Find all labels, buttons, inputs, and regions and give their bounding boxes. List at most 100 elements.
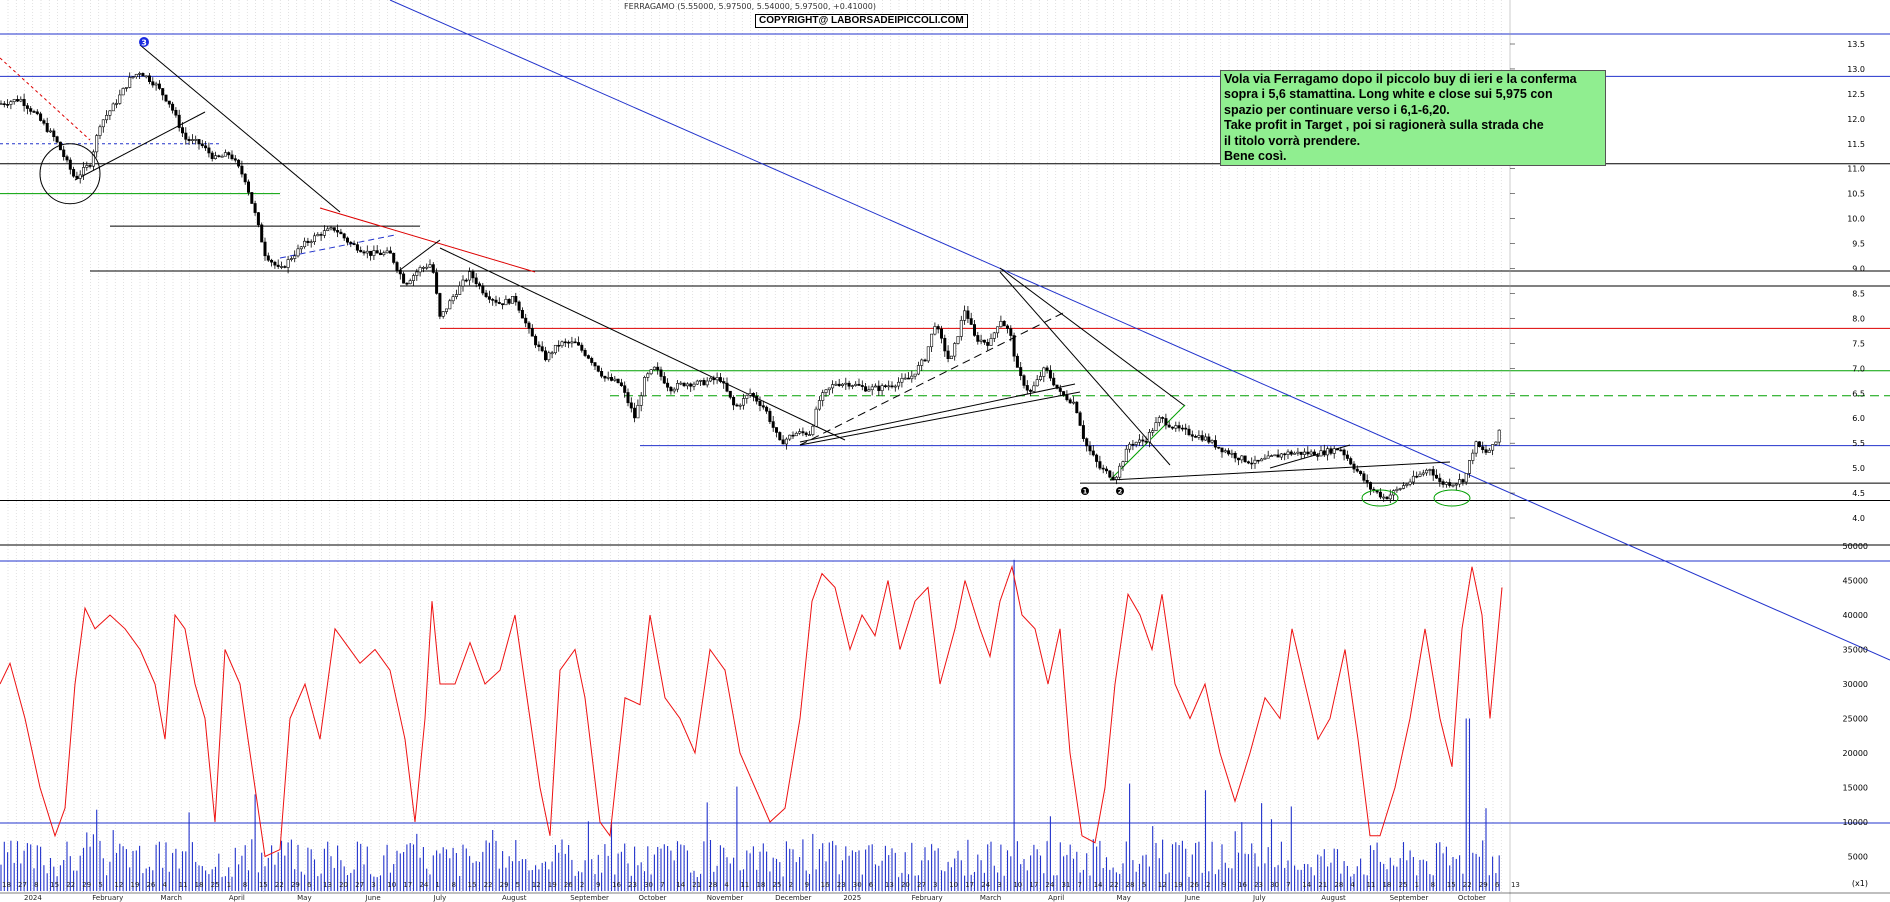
candle-down: [603, 375, 607, 379]
candle-down: [600, 371, 604, 377]
note-line: Vola via Ferragamo dopo il piccolo buy d…: [1224, 72, 1577, 86]
candle-down: [263, 241, 267, 257]
candle-down: [1435, 474, 1439, 479]
trendline: [399, 239, 441, 271]
x-day-label: 30: [853, 881, 862, 889]
candle-down: [1336, 448, 1340, 451]
candle-down: [464, 279, 468, 282]
x-day-label: 6: [1495, 881, 1500, 889]
x-day-label: 8: [243, 881, 247, 889]
candle-down: [563, 341, 567, 344]
candle-up: [897, 381, 901, 387]
candle-up: [289, 258, 293, 260]
candle-down: [517, 301, 521, 311]
candle-up: [642, 377, 646, 397]
candle-down: [362, 251, 366, 254]
marker-top-badge: [139, 37, 149, 47]
x-day-label: 19: [1174, 881, 1183, 889]
candle-up: [1174, 425, 1178, 429]
candle-up: [1253, 459, 1257, 464]
candle-down: [1283, 453, 1287, 456]
candle-down: [204, 145, 208, 149]
x-day-label: 5: [98, 881, 102, 889]
candle-up: [1210, 440, 1214, 443]
x-day-label: 30: [1270, 881, 1279, 889]
candle-up: [900, 378, 904, 383]
volume-tick-label: 25000: [1843, 715, 1868, 724]
candle-down: [227, 152, 231, 156]
candle-down: [1002, 321, 1006, 327]
price-tick-label: 6.0: [1852, 414, 1865, 423]
x-day-label: 8: [451, 881, 455, 889]
candle-down: [1484, 449, 1488, 453]
candle-down: [1022, 375, 1026, 386]
candle-up: [48, 130, 52, 133]
candle-down: [174, 109, 178, 116]
candle-down: [1431, 469, 1435, 476]
candle-down: [656, 366, 660, 371]
x-day-label: 8: [1431, 881, 1435, 889]
x-day-label: 2: [789, 881, 793, 889]
candle-up: [1398, 488, 1402, 490]
candle-down: [520, 309, 524, 319]
candle-up: [916, 365, 920, 375]
candle-down: [1009, 328, 1013, 336]
x-day-label: 7: [1286, 881, 1290, 889]
candle-down: [319, 234, 323, 236]
candle-down: [62, 149, 66, 157]
candle-down: [1075, 401, 1079, 414]
candle-down: [567, 341, 571, 344]
x-month-label: September: [1390, 894, 1429, 902]
candle-down: [1078, 412, 1082, 426]
candle-up: [788, 434, 792, 440]
candle-down: [1095, 454, 1099, 462]
candle-down: [524, 317, 528, 324]
candle-down: [52, 130, 56, 137]
candle-down: [735, 404, 739, 407]
x-day-label: 23: [837, 881, 846, 889]
x-day-label: 5: [516, 881, 520, 889]
candle-up: [1425, 469, 1429, 474]
x-day-label: 18: [2, 881, 11, 889]
candle-up: [105, 115, 109, 121]
candle-down: [619, 382, 623, 387]
candle-down: [306, 240, 310, 243]
candle-up: [91, 151, 95, 167]
candle-down: [1048, 369, 1052, 379]
candle-down: [778, 432, 782, 441]
x-day-label: 29: [291, 881, 300, 889]
candle-up: [190, 139, 194, 141]
candle-down: [1045, 367, 1049, 371]
candle-down: [181, 127, 185, 134]
candle-up: [807, 434, 811, 436]
candle-up: [926, 346, 930, 362]
x-day-label: 10: [387, 881, 396, 889]
note-line: sopra i 5,6 stamattina. Long white e clo…: [1224, 87, 1553, 102]
candle-down: [32, 111, 36, 113]
candle-up: [85, 165, 89, 168]
candle-down: [712, 377, 716, 381]
candle-up: [385, 250, 389, 254]
candle-down: [200, 143, 204, 147]
candle-up: [821, 392, 825, 401]
x-day-label: 22: [484, 881, 493, 889]
copyright-label: COPYRIGHT@ LABORSADEIPICCOLI.COM: [755, 14, 968, 28]
candle-down: [1194, 435, 1198, 438]
x-day-label: 22: [1463, 881, 1472, 889]
candle-down: [1220, 447, 1224, 453]
candle-down: [1461, 479, 1465, 483]
x-day-label: 19: [130, 881, 139, 889]
note-line: il titolo vorrà prendere.: [1224, 133, 1361, 148]
candle-down: [1065, 394, 1069, 401]
candle-up: [279, 266, 283, 268]
x-day-label: 27: [917, 881, 926, 889]
candle-down: [946, 350, 950, 360]
candle-up: [461, 279, 465, 287]
marker-low2-label: 2: [1118, 488, 1123, 496]
candle-down: [1111, 476, 1115, 480]
x-month-label: June: [1184, 894, 1200, 902]
candle-down: [1068, 399, 1072, 404]
candle-down: [774, 427, 778, 433]
candle-down: [791, 434, 795, 437]
candle-up: [699, 380, 703, 382]
